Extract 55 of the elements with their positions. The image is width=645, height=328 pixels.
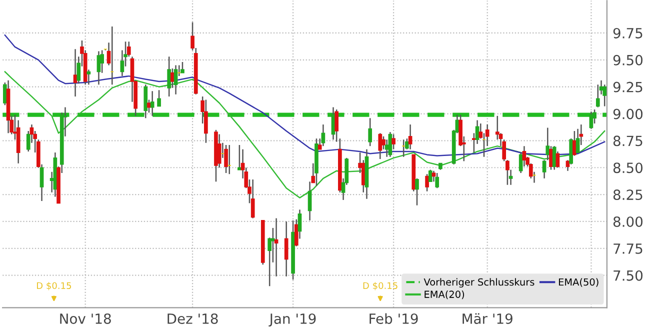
x-tick-label: Mär '19 [462, 313, 512, 324]
candlestick [167, 56, 172, 98]
candlestick [217, 134, 222, 168]
candlestick [274, 218, 278, 278]
candlestick [147, 99, 151, 114]
x-tick-label: Nov '18 [60, 313, 111, 324]
candlestick [602, 84, 607, 107]
candlestick [250, 178, 255, 219]
candlestick [174, 64, 178, 95]
x-tick-label: Feb '19 [370, 313, 418, 324]
candlestick [378, 132, 382, 160]
candlestick [308, 181, 312, 222]
candlestick [238, 144, 242, 170]
candlestick [552, 145, 556, 170]
legend-label: EMA(20) [424, 290, 464, 300]
x-tick-label: Jan '19 [268, 313, 316, 327]
candlestick [284, 220, 288, 278]
candlestick [579, 124, 584, 146]
candlestick [368, 117, 372, 147]
candlestick [157, 89, 161, 107]
candlestick [435, 172, 440, 189]
annotation: D $0.15 [37, 282, 71, 290]
x-tick-label: Dez '18 [168, 313, 218, 324]
candlestick [334, 108, 339, 142]
candlestick [204, 99, 208, 144]
candlestick [321, 124, 326, 147]
y-tick-label: 9.75 [613, 28, 642, 38]
candlestick [392, 134, 396, 150]
y-tick-label: 8.00 [613, 216, 643, 227]
candlestick [180, 61, 184, 74]
y-tick-label: 7.50 [614, 270, 643, 281]
y-tick-label: 7.75 [614, 244, 642, 254]
legend-label: Vorheriger Schlusskurs [424, 278, 534, 288]
y-tick-label: 8.50 [613, 162, 643, 174]
y-tick-label: 9.25 [613, 82, 642, 92]
candlestick [596, 84, 600, 108]
y-tick-label: 8.75 [613, 136, 642, 146]
candlestick [556, 150, 560, 168]
candlestick [408, 124, 412, 150]
legend-label: EMA(50) [558, 278, 598, 287]
candlestick [150, 90, 154, 117]
candlestick [415, 178, 419, 206]
candlestick [86, 68, 91, 86]
candlestick [425, 173, 429, 192]
candlestick [224, 144, 228, 174]
candlestick [170, 68, 174, 89]
y-tick-label: 8.25 [613, 190, 642, 200]
y-tick-label: 9.00 [613, 108, 643, 120]
candlestick [576, 128, 580, 154]
y-tick-label: 9.50 [613, 54, 643, 66]
candlestick [472, 132, 476, 154]
candlestick [542, 159, 546, 180]
candlestick [572, 130, 576, 156]
candlestick [144, 84, 148, 119]
annotation: D $0.15 [363, 282, 398, 290]
